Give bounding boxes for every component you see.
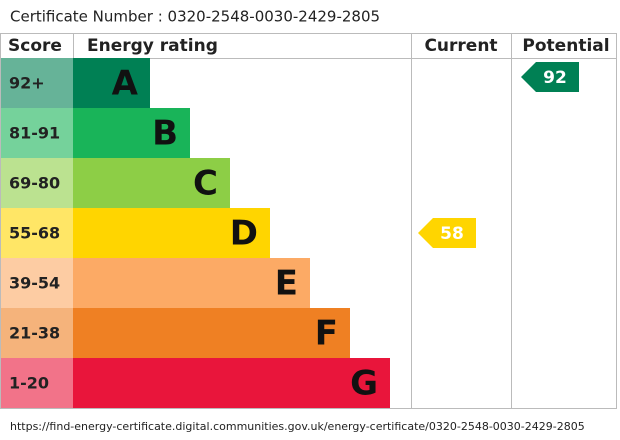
score-cell [1,358,73,408]
rating-bar [73,108,190,158]
score-cell [1,208,73,258]
score-range: 21-38 [9,324,60,343]
potential-arrow [521,62,579,92]
score-range: 55-68 [9,224,60,243]
rating-bar [73,308,350,358]
rating-bar [73,158,230,208]
column-header: Current [424,36,497,56]
rating-letter: C [193,164,218,204]
potential-value: 92 [543,68,567,88]
score-cell [1,308,73,358]
score-range: 69-80 [9,174,60,193]
rating-letter: F [315,314,338,354]
score-range: 92+ [9,74,45,93]
certificate-number: Certificate Number : 0320-2548-0030-2429… [10,8,380,26]
rating-letter: A [112,64,139,104]
rating-letter: G [350,364,378,404]
score-cell [1,58,73,108]
rating-bar [73,358,390,408]
rating-bar [73,208,270,258]
score-range: 1-20 [9,374,49,393]
rating-bar [73,258,310,308]
score-cell [1,158,73,208]
rating-letter: E [275,264,298,304]
rating-bar [73,58,150,108]
rating-letter: B [152,114,178,154]
footer-url: https://find-energy-certificate.digital.… [10,420,585,433]
current-arrow [418,218,476,248]
score-range: 39-54 [9,274,60,293]
score-cell [1,108,73,158]
score-cell [1,258,73,308]
current-value: 58 [440,224,464,244]
column-header: Energy rating [87,36,218,56]
table-frame [0,33,617,409]
score-range: 81-91 [9,124,60,143]
column-header: Score [8,36,62,56]
column-header: Potential [522,36,609,56]
rating-letter: D [230,214,258,254]
